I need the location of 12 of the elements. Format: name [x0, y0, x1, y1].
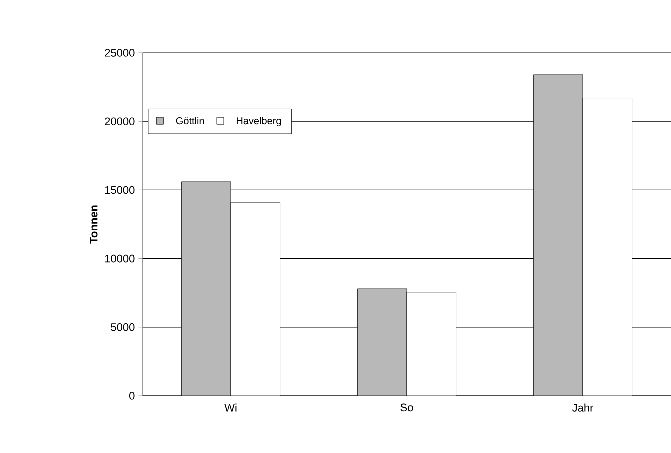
y-tick-label: 10000 — [105, 254, 135, 263]
x-tick-label: Jahr — [572, 404, 594, 412]
legend-label: Göttlin — [176, 117, 204, 125]
y-tick-label: 20000 — [105, 118, 135, 126]
y-tick-label: 0 — [130, 392, 135, 400]
y-tick-label: 5000 — [111, 324, 135, 332]
y-tick-label: 25000 — [105, 49, 135, 57]
y-axis-title: Tonnen — [90, 206, 98, 244]
y-tick-label: 15000 — [105, 186, 135, 194]
x-tick-label: Wi — [224, 404, 237, 412]
x-tick-label: So — [400, 404, 414, 412]
legend-label: Havelberg — [236, 117, 282, 127]
